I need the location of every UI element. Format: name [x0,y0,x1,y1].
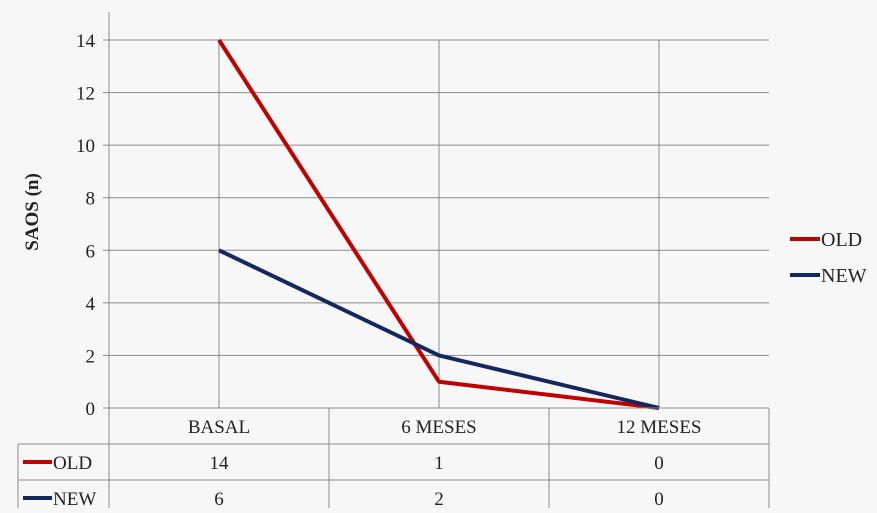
x-tick-label-basal: BASAL [188,417,250,438]
y-tick-label: 12 [76,84,95,105]
data-cell-old-basal: 14 [210,453,230,474]
legend-label-old: OLD [821,229,862,251]
y-tick-label: 14 [76,31,96,52]
data-cell-old-6-meses: 1 [434,453,444,474]
data-cell-new-6-meses: 2 [434,489,444,508]
y-tick-label: 6 [86,241,96,262]
legend-label-new: NEW [821,265,867,287]
y-tick-label: 0 [86,399,96,420]
axis-layer: SAOS (n) 0 2 4 6 8 10 12 14 [22,31,96,420]
data-cell-new-basal: 6 [214,489,224,508]
data-cell-old-12-meses: 0 [654,453,664,474]
y-axis-title: SAOS (n) [22,173,43,251]
data-cell-new-12-meses: 0 [654,489,664,508]
y-tick-label: 2 [86,346,96,367]
data-table: BASAL 6 MESES 12 MESES OLD 14 1 0 NEW 6 2 0 [18,408,769,508]
x-tick-label-12-meses: 12 MESES [617,417,702,438]
y-tick-label: 10 [76,136,95,157]
legend: OLD NEW [790,229,867,287]
table-row-label-old: OLD [53,453,92,474]
y-tick-label: 8 [86,189,96,210]
x-tick-label-6-meses: 6 MESES [401,417,477,438]
table-row-label-new: NEW [53,489,96,508]
y-tick-label: 4 [86,294,96,315]
